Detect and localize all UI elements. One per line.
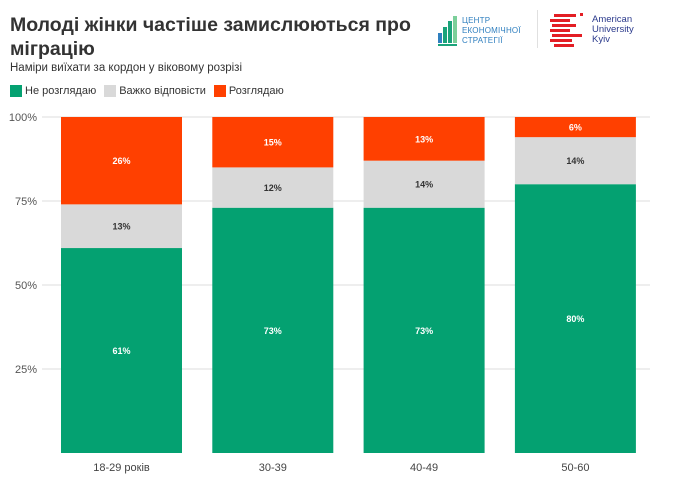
bar-segment (61, 117, 182, 205)
x-tick-label: 30-39 (259, 462, 287, 474)
data-label: 15% (264, 138, 282, 148)
y-tick-label: 25% (15, 364, 37, 376)
bar-segment (514, 117, 636, 138)
data-label: 6% (569, 123, 582, 133)
data-label: 12% (264, 183, 282, 193)
auk-logo-text: American University Kyiv (592, 15, 634, 45)
legend-item-not-considering: Не розглядаю (10, 85, 96, 97)
legend-swatch (213, 85, 226, 97)
ces-line: ЦЕНТР (462, 16, 491, 25)
legend-swatch (104, 85, 117, 97)
logos: ЦЕНТР ЕКОНОМІЧНОЇ СТРАТЕГІЇ American Uni… (438, 10, 668, 50)
data-label: 26% (112, 156, 130, 166)
data-label: 14% (566, 156, 584, 166)
data-label: 73% (264, 326, 282, 336)
data-label: 61% (112, 346, 130, 356)
chart-subtitle: Наміри виїхати за кордон у віковому розр… (10, 62, 242, 74)
auk-line: American (592, 14, 633, 25)
ces-line: СТРАТЕГІЇ (462, 36, 503, 45)
legend-item-considering: Розглядаю (213, 85, 284, 97)
x-tick-label: 40-49 (410, 462, 438, 474)
data-label: 80% (566, 314, 584, 324)
x-tick-label: 18-29 років (93, 462, 150, 474)
y-tick-label: 100% (9, 112, 37, 124)
legend-label: Не розглядаю (25, 85, 97, 97)
auk-stripes-icon (550, 13, 583, 47)
data-label: 13% (415, 134, 433, 144)
auk-line: Kyiv (592, 34, 610, 45)
legend-label: Важко відповісти (119, 85, 206, 97)
bar-segment (363, 117, 485, 161)
y-tick-label: 50% (15, 280, 37, 292)
data-label: 13% (112, 222, 130, 232)
bar-segment (363, 207, 485, 453)
bar-segment (61, 204, 182, 249)
auk-line: University (592, 24, 634, 35)
ces-logo-text: ЦЕНТР ЕКОНОМІЧНОЇ СТРАТЕГІЇ (462, 16, 521, 46)
legend-item-hard-to-say: Важко відповісти (104, 85, 206, 97)
ces-line: ЕКОНОМІЧНОЇ (462, 26, 521, 35)
bar-segment (514, 184, 636, 453)
legend: Не розглядаю Важко відповісти Розглядаю (10, 85, 292, 97)
logo-divider (537, 10, 538, 48)
auk-logo: American University Kyiv (550, 12, 634, 53)
ces-bars-icon (438, 16, 457, 46)
data-label: 14% (415, 180, 433, 190)
bar-segment (61, 248, 182, 453)
bar-segment (212, 207, 334, 453)
x-tick-label: 50-60 (561, 462, 589, 474)
legend-swatch (10, 85, 22, 97)
chart-title: Молоді жінки частіше замислюються про мі… (10, 14, 411, 60)
y-tick-label: 75% (15, 196, 37, 208)
data-label: 73% (415, 326, 433, 336)
legend-label: Розглядаю (228, 85, 284, 97)
bar-segment (514, 137, 636, 185)
ces-logo: ЦЕНТР ЕКОНОМІЧНОЇ СТРАТЕГІЇ (438, 13, 521, 49)
bar-segment (212, 167, 334, 208)
bar-segment (212, 117, 334, 168)
bar-segment (363, 160, 485, 208)
